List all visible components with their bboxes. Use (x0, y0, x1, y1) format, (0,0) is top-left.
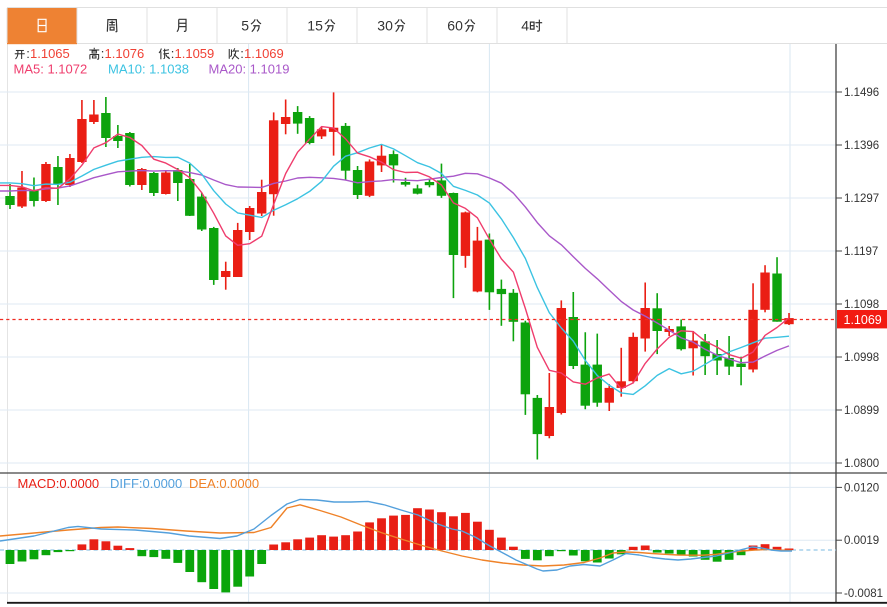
svg-text:1.1496: 1.1496 (844, 87, 879, 99)
svg-text:DIFF:0.0000: DIFF:0.0000 (110, 476, 182, 491)
svg-text:0.0120: 0.0120 (844, 482, 879, 494)
svg-text:1.1069: 1.1069 (844, 313, 882, 327)
svg-text::: : (240, 46, 244, 61)
svg-text:1.0998: 1.0998 (844, 352, 879, 364)
svg-text:1.0800: 1.0800 (844, 458, 879, 470)
svg-text:1.1069: 1.1069 (244, 46, 284, 61)
svg-text::: : (171, 46, 175, 61)
svg-text:1.1197: 1.1197 (844, 246, 878, 258)
svg-text::: : (26, 46, 30, 61)
svg-text:1.1059: 1.1059 (175, 46, 215, 61)
svg-text:MA10: 1.1038: MA10: 1.1038 (108, 62, 189, 77)
svg-text:DEA:0.0000: DEA:0.0000 (189, 476, 259, 491)
svg-text:0.0019: 0.0019 (844, 535, 879, 547)
svg-text:MACD:0.0000: MACD:0.0000 (18, 476, 100, 491)
svg-text:1.1396: 1.1396 (844, 140, 879, 152)
svg-text:1.1076: 1.1076 (105, 46, 145, 61)
svg-text::: : (101, 46, 105, 61)
svg-text:60: 60 (447, 18, 463, 34)
svg-text:1.1297: 1.1297 (844, 193, 879, 205)
svg-text:30: 30 (377, 18, 393, 34)
svg-text:5: 5 (241, 18, 249, 34)
svg-text:MA20: 1.1019: MA20: 1.1019 (209, 62, 290, 77)
svg-text:1.1098: 1.1098 (844, 299, 879, 311)
svg-text:4: 4 (521, 18, 529, 34)
svg-text:1.0899: 1.0899 (844, 405, 879, 417)
svg-text:1.1065: 1.1065 (30, 46, 70, 61)
svg-text:-0.0081: -0.0081 (844, 588, 883, 600)
svg-text:MA5: 1.1072: MA5: 1.1072 (14, 62, 88, 77)
svg-text:15: 15 (307, 18, 323, 34)
